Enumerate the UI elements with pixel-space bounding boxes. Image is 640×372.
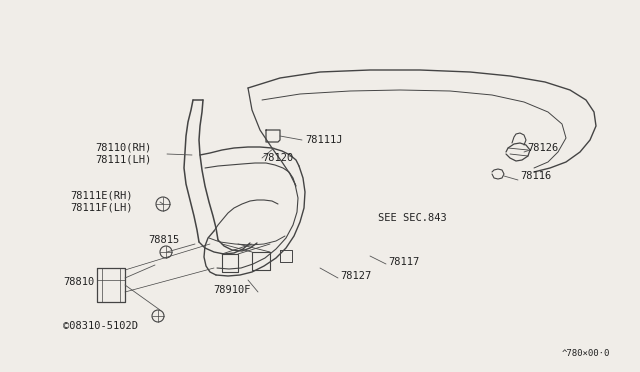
Text: ^780×00·0: ^780×00·0 (562, 349, 610, 358)
Text: 78127: 78127 (340, 271, 371, 281)
Text: 78116: 78116 (520, 171, 551, 181)
Text: 78110(RH): 78110(RH) (95, 143, 151, 153)
Text: 78810: 78810 (63, 277, 94, 287)
Text: 78111F(LH): 78111F(LH) (70, 203, 132, 213)
Text: ©08310-5102D: ©08310-5102D (63, 321, 138, 331)
Text: 78111J: 78111J (305, 135, 342, 145)
Text: 78111(LH): 78111(LH) (95, 155, 151, 165)
Text: 78815: 78815 (148, 235, 179, 245)
Text: SEE SEC.843: SEE SEC.843 (378, 213, 447, 223)
Text: 78120: 78120 (262, 153, 293, 163)
Text: 78910F: 78910F (213, 285, 250, 295)
Text: 78126: 78126 (527, 143, 558, 153)
Text: 78117: 78117 (388, 257, 419, 267)
Text: 78111E(RH): 78111E(RH) (70, 191, 132, 201)
